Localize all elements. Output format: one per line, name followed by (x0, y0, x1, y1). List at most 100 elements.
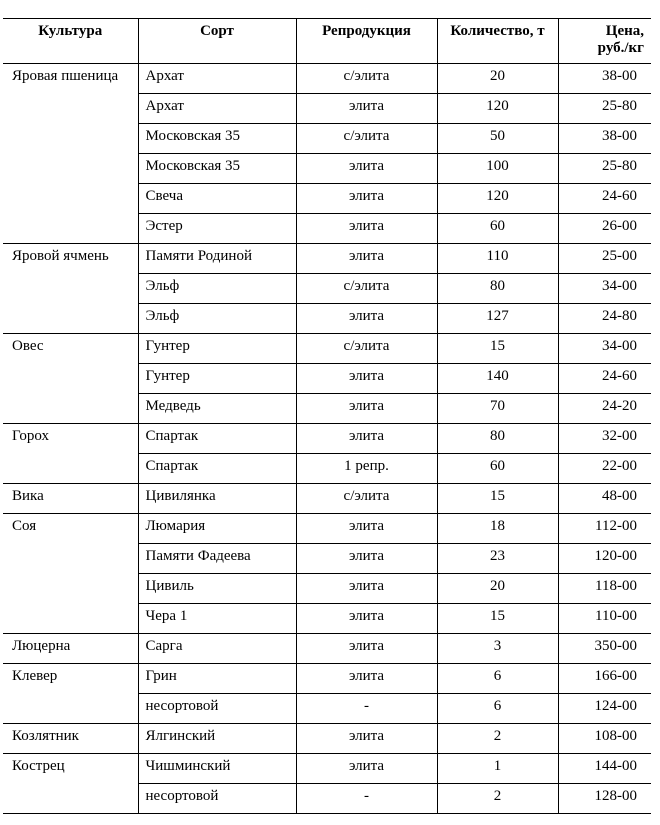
table-row: Свеча элита 120 24-60 (3, 183, 651, 214)
variety: Цивиль (138, 573, 297, 604)
table-header: Культура Сорт Репродукция Количество, т Цена… (3, 18, 651, 64)
variety: Свеча (138, 183, 297, 214)
table-row: Соя Люмария элита 18 112-00 (3, 513, 651, 634)
quantity: 6 (436, 693, 559, 724)
variety: Московская 35 (138, 123, 297, 154)
quantity: 15 (436, 333, 559, 364)
variety: Чишминский (137, 753, 297, 784)
quantity: 60 (436, 453, 559, 484)
header-cell: Репродукция (295, 18, 438, 64)
variety: Эстер (138, 213, 297, 244)
table-row: Козлятник Ялгинский элита 2 108-00 (3, 723, 651, 754)
quantity: 80 (436, 273, 559, 304)
header-row: Культура Сорт Репродукция Количество, т Цена… (3, 18, 651, 64)
reproduction: элита (295, 243, 438, 274)
table-row: Яровой ячмень Памяти Родиной элита 110 25-00 (3, 243, 651, 334)
reproduction: с/элита (295, 123, 438, 154)
variety: Ялгинский (137, 723, 297, 754)
reproduction: с/элита (295, 333, 438, 364)
variety: Спартак (137, 423, 297, 454)
variety: несортовой (138, 693, 297, 724)
variety: Гунтер (137, 333, 297, 364)
culture: Соя (3, 513, 139, 634)
quantity: 120 (436, 183, 559, 214)
culture: Яровой ячмень (3, 243, 139, 334)
variety: Сарга (137, 633, 297, 664)
reproduction: с/элита (295, 273, 438, 304)
culture: Вика (3, 483, 139, 514)
price: 34-00 (557, 333, 651, 364)
header-cell: Цена, руб./кг (557, 18, 651, 64)
variety: Архат (138, 93, 297, 124)
culture: Кострец (3, 753, 139, 814)
table-body: Яровая пшеница Архат с/элита 20 38-00 Архат эл… (3, 63, 651, 814)
table-row: несортовой -6 124-00 (3, 693, 651, 724)
price: 120-00 (557, 543, 651, 574)
table-row: Московская 35 с/элита 50 38-00 (3, 123, 651, 154)
reproduction: элита (295, 303, 438, 334)
variety: Люмария (137, 513, 297, 544)
quantity: 80 (436, 423, 559, 454)
price: 350-00 (557, 633, 651, 664)
reproduction: элита (295, 753, 438, 784)
variety: Спартак (138, 453, 297, 484)
quantity: 20 (436, 63, 559, 94)
reproduction: - (295, 693, 438, 724)
quantity: 3 (436, 633, 559, 664)
price: 22-00 (557, 453, 651, 484)
variety: Эльф (138, 273, 297, 304)
table-row: Люцерна Сарга элита 3 350-00 (3, 633, 651, 664)
quantity: 127 (436, 303, 559, 334)
table-row: несортовой -2 128-00 (3, 783, 651, 814)
quantity: 50 (436, 123, 559, 154)
quantity: 1 (436, 753, 559, 784)
variety: Гунтер (138, 363, 297, 394)
price: 48-00 (557, 483, 651, 514)
reproduction: - (295, 783, 438, 814)
variety: Памяти Фадеева (138, 543, 297, 574)
reproduction: элита (295, 393, 438, 424)
price: 24-80 (557, 303, 651, 334)
header-cell: Количество, т (436, 18, 559, 64)
price: 25-80 (557, 153, 651, 184)
price: 112-00 (557, 513, 651, 544)
price: 25-80 (557, 93, 651, 124)
table-row: Московская 35 элита 100 25-80 (3, 153, 651, 184)
price: 26-00 (557, 213, 651, 244)
reproduction: элита (295, 93, 438, 124)
reproduction: элита (295, 663, 438, 694)
quantity: 15 (436, 483, 559, 514)
price: 124-00 (557, 693, 651, 724)
quantity: 100 (436, 153, 559, 184)
variety: Цивилянка (137, 483, 297, 514)
variety: Архат (137, 63, 297, 94)
header-cell: Сорт (137, 18, 297, 64)
reproduction: элита (295, 573, 438, 604)
price: 24-60 (557, 363, 651, 394)
quantity: 2 (436, 783, 559, 814)
price: 108-00 (557, 723, 651, 754)
price-table: Культура Сорт Репродукция Количество, т Цена… (3, 18, 651, 814)
quantity: 120 (436, 93, 559, 124)
price: 38-00 (557, 123, 651, 154)
reproduction: элита (295, 153, 438, 184)
quantity: 23 (436, 543, 559, 574)
reproduction: элита (295, 543, 438, 574)
variety: Грин (137, 663, 297, 694)
table-row: Спартак 1 репр. 60 22-00 (3, 453, 651, 484)
price: 118-00 (557, 573, 651, 604)
price: 110-00 (557, 603, 651, 634)
price: 25-00 (557, 243, 651, 274)
reproduction: с/элита (295, 63, 438, 94)
reproduction: 1 репр. (295, 453, 438, 484)
quantity: 2 (436, 723, 559, 754)
reproduction: элита (295, 603, 438, 634)
variety: Московская 35 (138, 153, 297, 184)
variety: Эльф (138, 303, 297, 334)
culture: Овес (3, 333, 139, 424)
price: 166-00 (557, 663, 651, 694)
table-row: Цивиль элита 20 118-00 (3, 573, 651, 604)
table-row: Горох Спартак элита 80 32-00 (3, 423, 651, 484)
quantity: 18 (436, 513, 559, 544)
